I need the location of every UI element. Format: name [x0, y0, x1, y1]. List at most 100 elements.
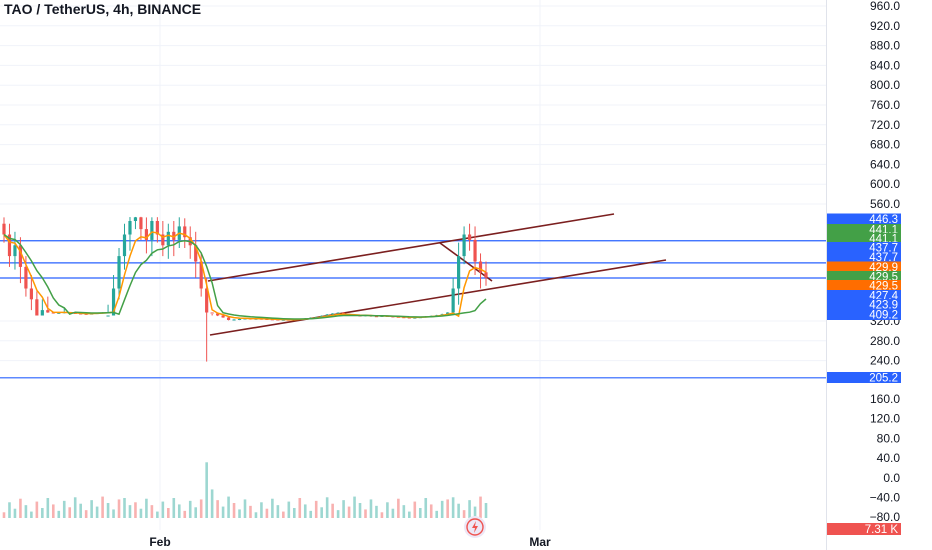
lightning-glyph	[466, 518, 484, 536]
candle-body-58	[320, 315, 324, 317]
moving-averages	[3, 231, 487, 321]
candle-body-59	[325, 314, 329, 316]
chart-title: TAO / TetherUS, 4h, BINANCE	[4, 1, 202, 17]
volume-bar-23	[128, 505, 132, 518]
candle-body-8	[46, 310, 50, 313]
price-tag-0: 446.3	[869, 214, 898, 226]
volume-bar-21	[117, 499, 121, 518]
price-tick-8: 640.0	[870, 157, 900, 171]
volume-tag-bg	[827, 523, 901, 535]
volume-bar-45	[249, 505, 252, 518]
volume-bar-27	[150, 505, 154, 518]
price-tick-9: 600.0	[870, 177, 900, 191]
candle-body-83	[457, 256, 461, 289]
candle-body-60	[331, 313, 335, 315]
volume-bar-75	[413, 501, 417, 518]
price-tick-5: 760.0	[870, 98, 900, 112]
volume-bar-61	[336, 510, 340, 518]
volume-bar-63	[347, 506, 351, 518]
volume-bar-8	[46, 498, 50, 518]
volume-bar-20	[112, 509, 115, 518]
volume-bar-13	[73, 497, 77, 518]
lightning-icon[interactable]	[464, 516, 486, 538]
volume-bar-0	[2, 512, 6, 518]
price-tick-2: 880.0	[870, 39, 900, 53]
volume-bar-1	[8, 502, 11, 518]
volume-bar-56	[309, 510, 313, 518]
volume-bar-57	[314, 500, 318, 518]
volume-bar-35	[194, 507, 198, 518]
volume-bar-59	[325, 497, 329, 518]
channel-line-1	[209, 259, 667, 336]
candle-body-43	[237, 319, 242, 320]
volume-bar-88	[484, 503, 488, 518]
candlesticks	[2, 216, 488, 362]
price-tick-12: 280.0	[870, 334, 900, 348]
candle-body-4	[24, 266, 28, 289]
volume-bar-49	[271, 498, 274, 518]
price-tag-11: 205.2	[869, 373, 898, 385]
volume-bar-10	[57, 510, 61, 518]
volume-bar-4	[24, 505, 28, 518]
candle-body-41	[226, 317, 231, 320]
price-tick-6: 720.0	[870, 118, 900, 132]
volume-bar-42	[232, 503, 236, 518]
time-tick-1: Mar	[529, 535, 551, 549]
price-tag-bg-1	[827, 224, 901, 235]
volume-bar-82	[451, 497, 455, 518]
candle-body-37	[205, 288, 209, 313]
candle-body-62	[341, 312, 346, 314]
volume-bar-84	[462, 510, 466, 518]
candle-body-6	[35, 299, 39, 316]
volume-bar-70	[386, 502, 389, 518]
ema-slow-line	[3, 233, 487, 320]
volume-bar-5	[30, 511, 33, 518]
volume-bar-86	[473, 506, 477, 518]
volume-tick-4: 0.0	[883, 471, 900, 485]
volume-bar-74	[408, 511, 411, 518]
volume-bar-53	[292, 508, 296, 518]
horizontal-levels	[0, 240, 826, 379]
volume-tick-2: 80.0	[877, 431, 901, 445]
price-tag-bg-5	[827, 261, 901, 273]
price-tag-bg-9	[827, 299, 901, 310]
ema-fast-line	[3, 231, 487, 321]
volume-bar-41	[227, 496, 230, 518]
candle-body-73	[402, 317, 406, 319]
volume-bar-25	[139, 508, 143, 518]
volume-bar-7	[41, 508, 44, 518]
candle-body-0	[2, 223, 6, 235]
volume-bar-46	[254, 512, 258, 518]
volume-bar-11	[62, 500, 66, 518]
volume-bar-76	[418, 508, 422, 518]
price-tag-bg-3	[827, 242, 901, 253]
price-tag-4: 437.7	[869, 252, 898, 264]
price-tag-bg-11	[827, 372, 901, 383]
candle-body-38	[210, 312, 214, 314]
price-tag-bg-6	[827, 271, 901, 282]
price-tag-bg-10	[827, 309, 901, 320]
candle-body-10	[57, 312, 61, 314]
price-tick-4: 800.0	[870, 78, 900, 92]
volume-bar-83	[457, 503, 460, 518]
price-tags: 446.3441.1441.1437.7437.7429.9429.5429.5…	[827, 213, 901, 536]
volume-bar-2	[13, 508, 17, 518]
volume-bar-60	[331, 503, 334, 518]
price-axis[interactable]: 960.0 920.0 880.0 840.0 800.0 760.0 720.0 680.0…	[870, 0, 901, 524]
time-axis[interactable]: Feb Mar	[149, 535, 551, 549]
candle-body-28	[155, 221, 159, 235]
candle-body-3	[18, 245, 23, 267]
volume-bar-48	[265, 508, 269, 518]
volume-bar-18	[101, 496, 104, 518]
volume-tick-5: −40.0	[870, 491, 901, 505]
candle-body-30	[166, 231, 170, 246]
candle-body-5	[29, 288, 33, 300]
candle-body-44	[243, 318, 247, 320]
candle-body-40	[221, 315, 225, 318]
candle-body-25	[139, 217, 143, 230]
channel-line-0	[207, 213, 615, 282]
volume-bar-38	[210, 489, 214, 518]
volume-bar-15	[84, 510, 88, 518]
volume-bar-78	[429, 504, 433, 518]
